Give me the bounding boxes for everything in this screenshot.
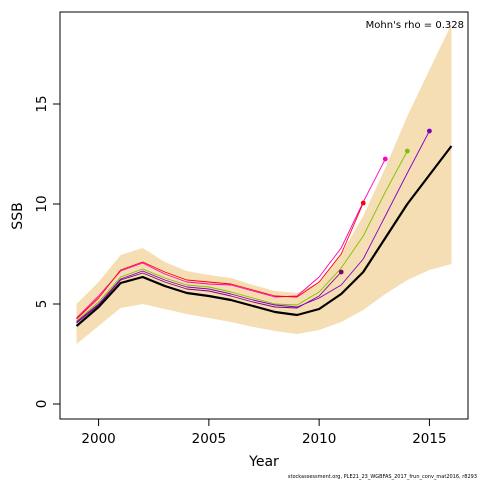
series-line-retro	[76, 271, 342, 324]
x-tick-label: 2015	[412, 431, 446, 447]
x-tick-label: 2005	[192, 431, 226, 447]
y-axis: 0 5 10 15	[34, 95, 61, 409]
series-line-retro	[76, 150, 408, 322]
series-line-retro	[76, 130, 430, 323]
confidence-band	[76, 24, 452, 344]
y-tick-label: 15	[34, 95, 50, 112]
y-tick-label: 0	[34, 400, 50, 409]
series-line-retro	[76, 202, 364, 320]
series-end-point	[338, 269, 344, 275]
series-end-point	[360, 200, 366, 206]
x-axis-title: Year	[248, 454, 279, 470]
series-end-point	[427, 128, 432, 134]
y-tick-label: 10	[34, 195, 50, 212]
mohns-rho-annotation: Mohn's rho = 0.328	[366, 20, 464, 31]
series-end-point	[382, 156, 388, 162]
x-axis: 2000 2005 2010 2015	[81, 418, 447, 447]
x-tick-label: 2010	[302, 431, 336, 447]
footer-source-text: stockassessment.org, PLE21_23_WGBFAS_201…	[288, 474, 477, 480]
confidence-band-layer	[76, 24, 452, 344]
series-end-point	[404, 148, 410, 154]
series-line-retro	[76, 158, 386, 319]
y-tick-label: 5	[34, 300, 50, 309]
x-tick-label: 2000	[81, 431, 115, 447]
series-line-final	[75, 145, 453, 327]
y-axis-title: SSB	[10, 202, 26, 229]
series-layer	[75, 128, 453, 327]
